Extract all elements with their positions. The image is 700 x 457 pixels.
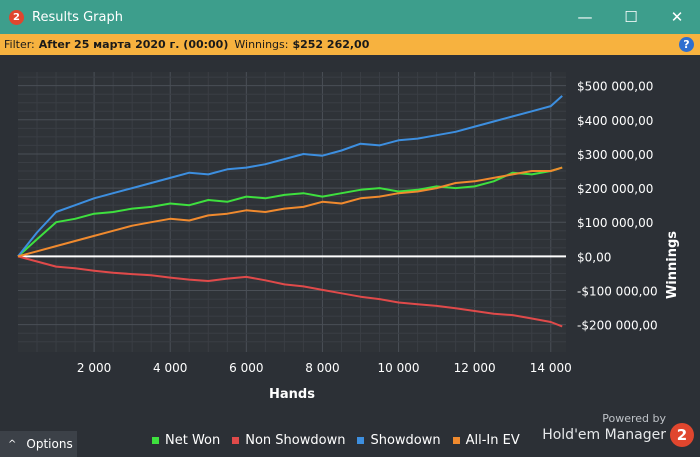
window-title: Results Graph — [32, 9, 123, 25]
legend-item[interactable]: Showdown — [357, 433, 441, 448]
y-axis-ticks: $500 000,00 $400 000,00 $300 000,00 $200 00… — [577, 80, 658, 333]
x-tick-label: 4 000 — [153, 361, 187, 375]
bottom-bar: ^ Options Net Won Non Showdown Showdown All… — [0, 412, 700, 457]
plot-background — [18, 72, 566, 352]
caret-up-icon: ^ — [8, 438, 17, 450]
x-axis-label: Hands — [269, 387, 315, 402]
options-label: Options — [26, 437, 73, 451]
legend-label: Net Won — [165, 433, 221, 448]
legend-label: Showdown — [370, 433, 441, 448]
minimize-icon[interactable]: — — [577, 8, 593, 26]
legend-item[interactable]: Net Won — [152, 433, 220, 448]
title-bar: 2 Results Graph — ☐ ✕ — [0, 0, 700, 34]
x-tick-label: 12 000 — [454, 361, 496, 375]
results-chart: $500 000,00 $400 000,00 $300 000,00 $200 00… — [0, 55, 700, 430]
window-controls: — ☐ ✕ — [562, 0, 700, 34]
y-tick-label: $300 000,00 — [577, 148, 653, 162]
powered-by-text: Powered by — [602, 412, 666, 425]
x-tick-label: 2 000 — [77, 361, 111, 375]
filter-bar: Filter: After 25 марта 2020 г. (00:00) W… — [0, 34, 700, 55]
filter-value: After 25 марта 2020 г. (00:00) — [38, 38, 229, 51]
y-tick-label: $400 000,00 — [577, 114, 653, 128]
y-tick-label: $500 000,00 — [577, 80, 653, 94]
winnings-label: Winnings: — [234, 38, 289, 51]
legend-label: Non Showdown — [245, 433, 346, 448]
x-tick-label: 6 000 — [229, 361, 263, 375]
legend-swatch — [452, 437, 460, 444]
x-axis-ticks: 2 000 4 000 6 000 8 000 10 000 12 000 14 000 — [77, 361, 572, 375]
filter-label: Filter: — [4, 38, 35, 51]
series-line-showdown — [17, 95, 563, 258]
brand-logo-icon: 2 — [670, 423, 694, 447]
legend-swatch — [232, 437, 240, 444]
series-line-non-showdown — [17, 255, 563, 328]
y-axis-label: Winnings — [665, 231, 680, 299]
series-lines — [17, 95, 563, 328]
chart-svg: $500 000,00 $400 000,00 $300 000,00 $200 00… — [17, 72, 680, 402]
close-icon[interactable]: ✕ — [670, 8, 684, 26]
chart-legend: Net Won Non Showdown Showdown All-In EV — [152, 433, 532, 448]
branding: Powered by Hold'em Manager — [542, 412, 666, 444]
y-tick-label: $0,00 — [577, 250, 611, 264]
y-tick-label: -$200 000,00 — [577, 319, 658, 333]
brand-name: Hold'em Manager — [542, 427, 666, 443]
series-line-net-won — [17, 166, 563, 258]
legend-item[interactable]: Non Showdown — [232, 433, 345, 448]
x-tick-label: 10 000 — [378, 361, 420, 375]
help-icon[interactable]: ? — [679, 37, 694, 52]
y-tick-label: $100 000,00 — [577, 216, 653, 230]
y-tick-label: -$100 000,00 — [577, 285, 658, 299]
app-logo-icon: 2 — [9, 9, 24, 25]
legend-label: All-In EV — [465, 433, 520, 448]
x-tick-label: 14 000 — [530, 361, 572, 375]
options-button[interactable]: ^ Options — [0, 431, 77, 457]
legend-swatch — [357, 437, 365, 444]
y-tick-label: $200 000,00 — [577, 182, 653, 196]
winnings-value: $252 262,00 — [292, 38, 370, 51]
series-line-all-in-ev — [17, 166, 563, 258]
legend-item[interactable]: All-In EV — [452, 433, 520, 448]
maximize-icon[interactable]: ☐ — [624, 8, 638, 26]
x-tick-label: 8 000 — [305, 361, 339, 375]
legend-swatch — [152, 437, 159, 444]
